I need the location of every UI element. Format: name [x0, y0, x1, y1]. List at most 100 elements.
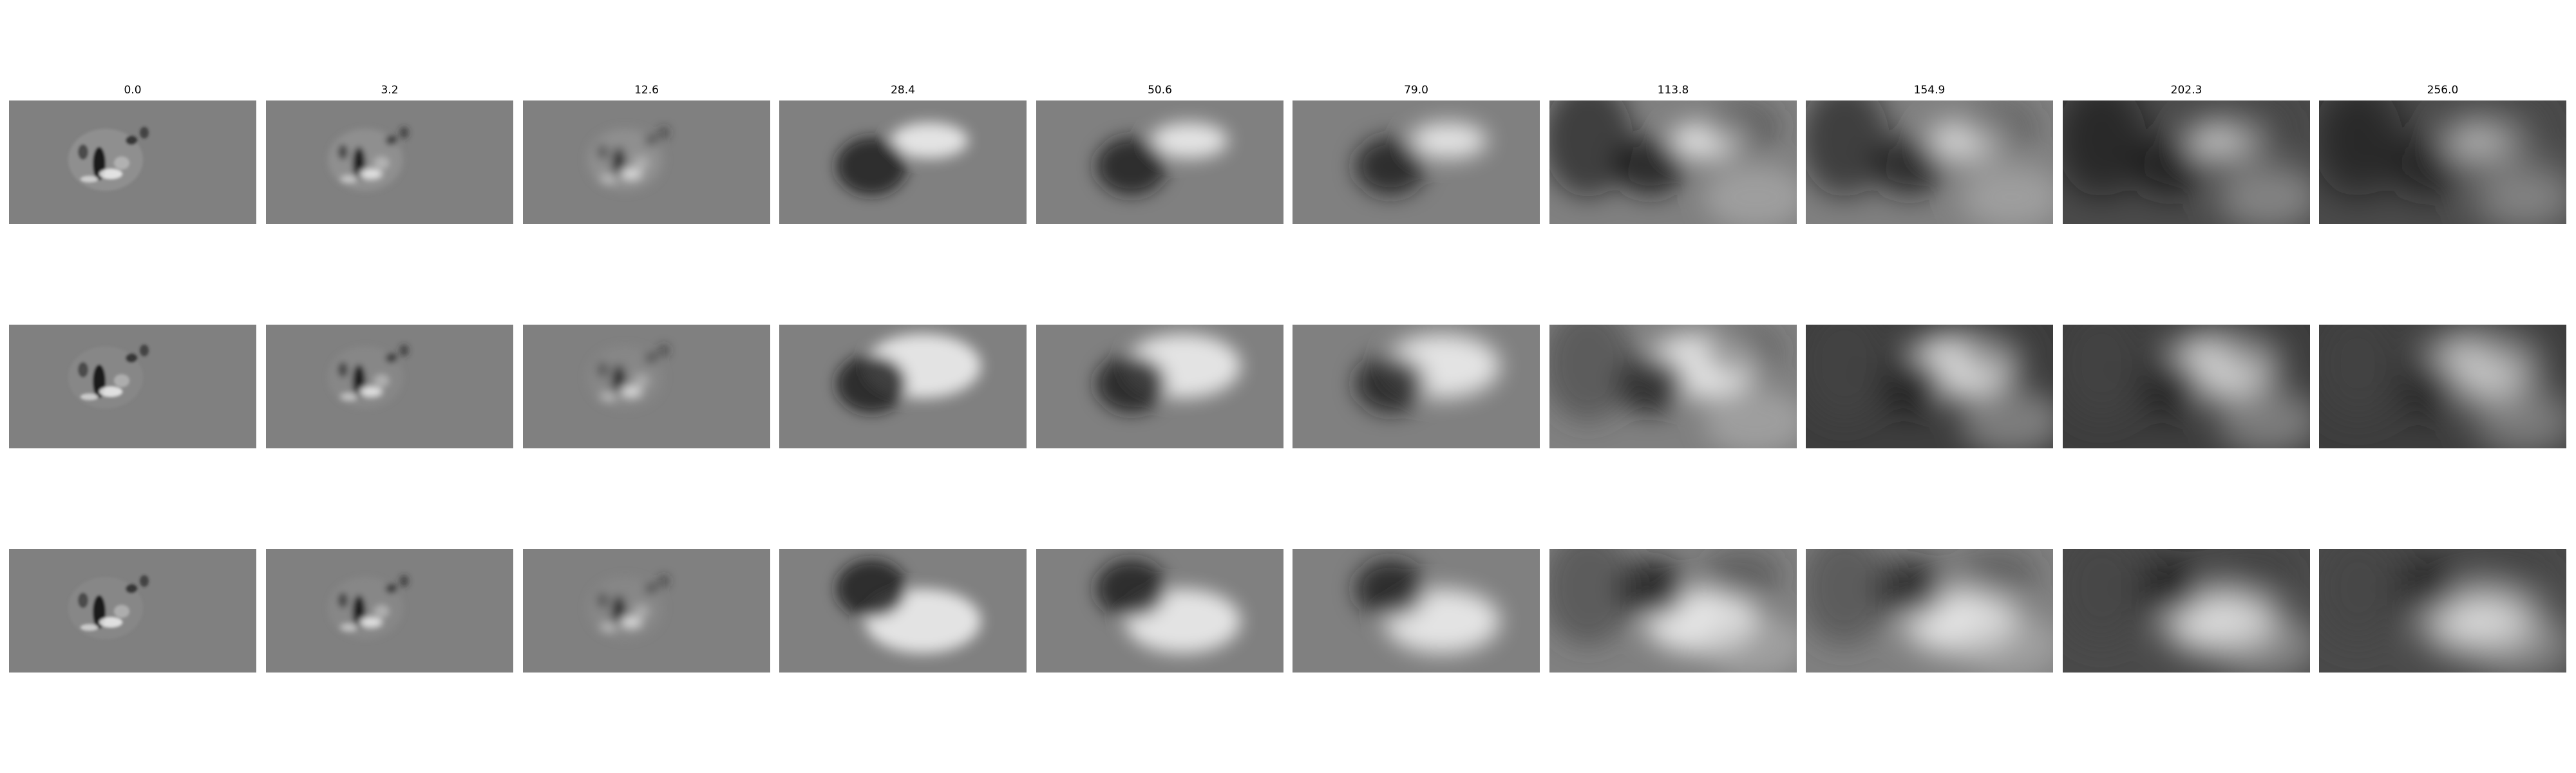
intensity-blob-0	[68, 129, 143, 191]
intensity-blob-5	[600, 624, 618, 631]
intensity-blob-7	[337, 362, 348, 377]
intensity-blob-5	[80, 176, 99, 182]
intensity-blob-4	[2217, 325, 2295, 376]
intensity-blob-0	[1150, 122, 1228, 158]
intensity-blob-0	[587, 129, 663, 191]
image-panel-r1-c9	[2319, 325, 2566, 448]
intensity-blob-6	[374, 605, 390, 618]
image-panel-r0-c9	[2319, 100, 2566, 224]
intensity-blob-4	[2474, 325, 2551, 376]
intensity-blob-1	[836, 560, 907, 618]
column-title-2: 12.6	[634, 84, 659, 97]
intensity-blob-2	[2063, 549, 2146, 645]
intensity-blob-1	[2134, 355, 2205, 413]
intensity-blob-3	[1704, 165, 1797, 224]
image-panel-r1-c2	[523, 325, 770, 448]
intensity-blob-2	[618, 169, 642, 179]
intensity-blob-2	[2063, 100, 2146, 197]
intensity-blob-1	[1874, 355, 1946, 413]
intensity-blob-3	[645, 354, 657, 363]
intensity-blob-4	[2217, 549, 2295, 600]
intensity-blob-5	[340, 176, 359, 182]
intensity-blob-6	[374, 374, 390, 387]
intensity-blob-3	[1960, 389, 2053, 448]
intensity-blob-2	[1806, 549, 1889, 645]
intensity-blob-1	[2393, 137, 2464, 195]
intensity-blob-3	[126, 136, 137, 145]
intensity-blob-1	[1095, 560, 1167, 618]
intensity-blob-4	[399, 575, 409, 587]
intensity-blob-3	[126, 584, 137, 593]
intensity-blob-4	[1960, 549, 2038, 600]
intensity-blob-3	[645, 136, 657, 145]
intensity-blob-4	[2474, 549, 2551, 600]
intensity-blob-2	[618, 617, 642, 627]
intensity-blob-1	[1615, 137, 1686, 195]
intensity-blob-6	[633, 605, 649, 618]
column-title-6: 113.8	[1657, 84, 1689, 97]
intensity-blob-4	[659, 575, 668, 587]
intensity-blob-3	[645, 584, 657, 593]
intensity-blob-1	[1874, 137, 1946, 195]
intensity-blob-0	[587, 347, 663, 408]
intensity-blob-1	[1355, 560, 1426, 618]
image-panel-r2-c5	[1293, 549, 1540, 673]
column-title-5: 79.0	[1404, 84, 1428, 97]
column-title-9: 256.0	[2427, 84, 2459, 97]
intensity-blob-2	[1549, 325, 1633, 421]
intensity-blob-2	[2319, 549, 2403, 645]
intensity-blob-3	[2217, 165, 2310, 224]
image-panel-r0-c0	[9, 100, 256, 224]
intensity-blob-6	[114, 605, 129, 618]
intensity-blob-1	[1355, 137, 1426, 195]
intensity-blob-7	[597, 362, 608, 377]
image-panel-r1-c8	[2063, 325, 2310, 448]
intensity-blob-2	[1806, 325, 1889, 421]
column-title-0: 0.0	[124, 84, 142, 97]
intensity-blob-2	[1549, 549, 1633, 645]
image-panel-r2-c6	[1549, 549, 1797, 673]
intensity-blob-3	[385, 354, 397, 363]
intensity-blob-3	[1704, 613, 1797, 673]
intensity-blob-7	[337, 593, 348, 608]
image-panel-r2-c1	[266, 549, 513, 673]
intensity-blob-6	[114, 374, 129, 387]
image-panel-r1-c0	[9, 325, 256, 448]
intensity-blob-2	[359, 386, 383, 397]
image-panel-r1-c4	[1036, 325, 1283, 448]
image-panel-r2-c8	[2063, 549, 2310, 673]
intensity-blob-4	[1960, 100, 2038, 152]
intensity-blob-2	[99, 169, 122, 179]
intensity-blob-2	[2319, 325, 2403, 421]
intensity-blob-7	[597, 144, 608, 160]
image-panel-r2-c7	[1806, 549, 2053, 673]
column-title-8: 202.3	[2170, 84, 2202, 97]
intensity-blob-3	[1960, 165, 2053, 224]
intensity-blob-0	[68, 577, 143, 639]
image-panel-r0-c5	[1293, 100, 1540, 224]
intensity-blob-6	[633, 374, 649, 387]
intensity-blob-1	[836, 137, 907, 195]
image-panel-r2-c0	[9, 549, 256, 673]
intensity-blob-5	[80, 624, 99, 631]
image-panel-r0-c3	[779, 100, 1027, 224]
intensity-blob-1	[836, 355, 907, 413]
intensity-blob-6	[633, 157, 649, 169]
intensity-blob-5	[80, 394, 99, 400]
image-panel-r1-c5	[1293, 325, 1540, 448]
intensity-blob-5	[600, 394, 618, 400]
image-panel-r0-c2	[523, 100, 770, 224]
intensity-blob-4	[399, 127, 409, 138]
intensity-blob-3	[1960, 613, 2053, 673]
intensity-blob-3	[385, 584, 397, 593]
intensity-blob-3	[2474, 165, 2566, 224]
intensity-blob-4	[2217, 100, 2295, 152]
intensity-blob-4	[2474, 100, 2551, 152]
intensity-blob-7	[597, 593, 608, 608]
image-panel-r2-c2	[523, 549, 770, 673]
intensity-blob-3	[126, 354, 137, 363]
column-title-1: 3.2	[381, 84, 399, 97]
intensity-blob-6	[374, 157, 390, 169]
image-panel-r2-c9	[2319, 549, 2566, 673]
